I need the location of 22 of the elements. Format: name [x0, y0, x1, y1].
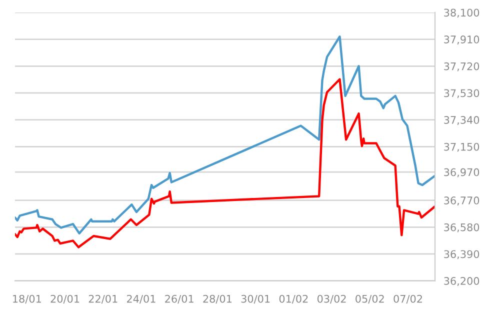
x-tick-label: 24/01 — [126, 294, 156, 304]
x-tick-label: 30/01 — [241, 294, 270, 304]
x-tick-label: 26/01 — [165, 294, 194, 304]
y-tick-label: 36,390 — [444, 250, 480, 260]
y-tick-label: 37,910 — [444, 36, 480, 44]
x-tick-label: 05/02 — [356, 294, 384, 304]
x-tick-label: 28/01 — [203, 294, 232, 304]
x-tick-label: 07/02 — [394, 294, 422, 304]
x-tick-label: 20/01 — [50, 294, 80, 304]
x-tick-label: 18/01 — [13, 294, 41, 304]
y-tick-label: 36,770 — [444, 196, 480, 206]
y-tick-label: 37,720 — [444, 62, 480, 72]
y-tick-label: 36,970 — [444, 168, 480, 178]
y-tick-label: 37,340 — [444, 116, 480, 125]
x-tick-label: 22/01 — [88, 294, 118, 304]
y-tick-label: 36,200 — [444, 277, 480, 286]
x-tick-label: 01/02 — [279, 294, 308, 304]
x-tick-label: 03/02 — [317, 294, 346, 304]
y-tick-label: 38,100 — [444, 8, 480, 18]
y-tick-label: 37,150 — [444, 142, 480, 152]
y-tick-label: 36,580 — [444, 223, 480, 232]
y-tick-label: 37,530 — [444, 89, 480, 98]
